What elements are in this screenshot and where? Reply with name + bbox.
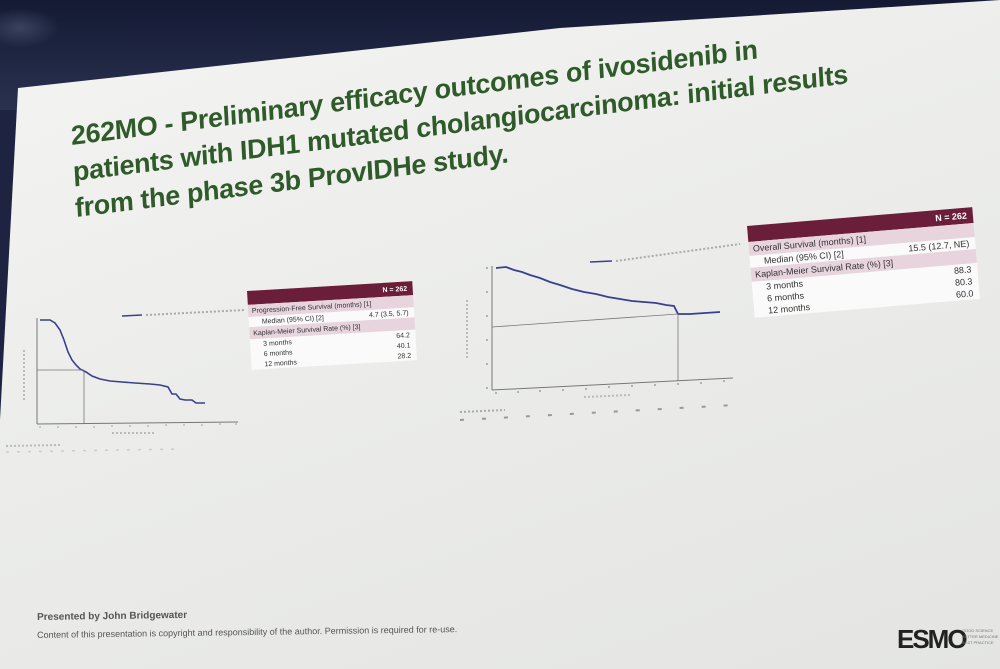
presenter-credit: Presented by John Bridgewater <box>37 609 188 623</box>
pfs-risk-label <box>5 444 61 447</box>
pfs-x-axis <box>36 421 239 425</box>
os-median-h <box>491 313 679 328</box>
os-legend-text <box>615 243 741 262</box>
row-label: 6 months <box>263 347 293 358</box>
esmo-logo: ESMO <box>897 624 968 654</box>
row-label: 3 months <box>262 337 293 348</box>
pfs-legend-text <box>145 309 246 316</box>
os-risk-label <box>459 409 506 413</box>
os-risk-row <box>459 404 736 421</box>
os-plot-area <box>459 243 741 421</box>
row-label: 12 months <box>264 357 298 369</box>
row-value: 28.2 <box>397 351 412 361</box>
pfs-x-ticks <box>39 423 237 428</box>
esmo-logo-tagline: GOOD SCIENCE BETTER MEDICINE BEST PRACTI… <box>962 628 999 645</box>
row-value: 60.0 <box>955 288 974 300</box>
pfs-risk-row <box>5 448 181 453</box>
os-x-ticks <box>495 380 725 394</box>
os-y-ticks <box>486 267 488 389</box>
pfs-curve <box>40 319 205 404</box>
row-value: 80.3 <box>954 276 973 288</box>
pfs-legend-line <box>121 314 143 317</box>
os-table: N = 262 Overall Survival (months) [1] Me… <box>747 207 980 318</box>
os-legend-line <box>589 260 613 263</box>
pfs-table: N = 262 Progression-Free Survival (month… <box>247 281 417 370</box>
row-value: 88.3 <box>953 264 972 276</box>
pfs-plot-area <box>5 309 246 453</box>
os-curve <box>495 266 721 315</box>
row-value: 64.2 <box>396 330 411 340</box>
ceiling-light <box>0 8 60 48</box>
os-x-label <box>583 394 631 398</box>
row-value: 40.1 <box>396 340 411 351</box>
os-x-axis <box>491 377 734 391</box>
row-label: 12 months <box>767 302 811 316</box>
